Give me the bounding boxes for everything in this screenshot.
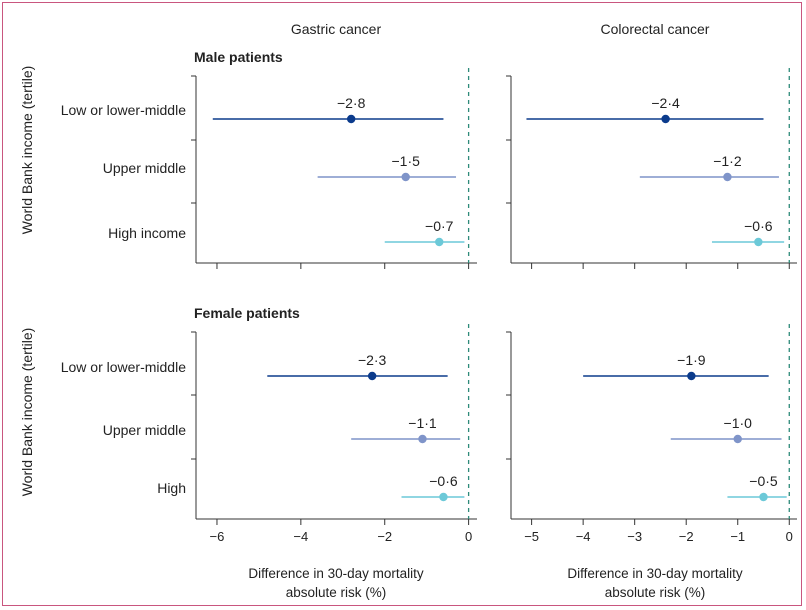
x-tick-label-female-gastric-1: −4 [293, 529, 308, 544]
x-tick-label-female-colorectal-1: −4 [576, 529, 591, 544]
chart-marks: Low or lower-middle Upper middle High inco… [61, 68, 797, 544]
value-label-male-gastric-1: −1·5 [391, 153, 420, 169]
x-axis-title-right-line2: absolute risk (%) [605, 585, 706, 600]
panel-title-female: Female patients [194, 305, 300, 321]
x-tick-label-female-colorectal-4: −1 [730, 529, 745, 544]
row-label-female-0: Low or lower-middle [61, 359, 186, 375]
x-axis-title-left-line2: absolute risk (%) [286, 585, 387, 600]
value-label-female-colorectal-2: −0·5 [749, 473, 778, 489]
x-axis-title-left-line1: Difference in 30-day mortality [248, 566, 424, 581]
estimate-point-female-gastric-2 [439, 492, 448, 502]
estimate-point-male-colorectal-0 [661, 114, 670, 124]
row-label-male-1: Upper middle [103, 160, 186, 176]
value-label-female-colorectal-1: −1·0 [724, 415, 753, 431]
x-tick-label-female-gastric-2: −2 [377, 529, 392, 544]
value-label-male-colorectal-1: −1·2 [713, 153, 742, 169]
column-title-colorectal: Colorectal cancer [601, 21, 710, 37]
value-label-male-colorectal-2: −0·6 [744, 218, 773, 234]
row-label-female-1: Upper middle [103, 422, 186, 438]
y-axis-title-top: World Bank income (tertile) [19, 66, 35, 235]
estimate-point-male-gastric-1 [401, 172, 410, 182]
x-tick-label-female-colorectal-3: −2 [679, 529, 694, 544]
value-label-male-colorectal-0: −2·4 [651, 95, 680, 111]
x-tick-label-female-gastric-0: −6 [210, 529, 225, 544]
row-label-male-2: High income [108, 225, 186, 241]
x-tick-label-female-colorectal-0: −5 [524, 529, 539, 544]
x-tick-label-female-gastric-3: 0 [465, 529, 472, 544]
estimate-point-male-colorectal-1 [723, 172, 732, 182]
estimate-point-female-colorectal-2 [759, 492, 768, 502]
estimate-point-female-gastric-1 [418, 434, 427, 444]
row-label-female-2: High [157, 480, 186, 496]
x-tick-label-female-colorectal-5: 0 [786, 529, 793, 544]
x-tick-label-female-colorectal-2: −3 [627, 529, 642, 544]
value-label-female-gastric-0: −2·3 [358, 352, 387, 368]
estimate-point-male-gastric-0 [346, 114, 356, 124]
y-axis-title-bottom: World Bank income (tertile) [19, 328, 35, 497]
row-label-male-0: Low or lower-middle [61, 102, 186, 118]
value-label-male-gastric-0: −2·8 [337, 95, 366, 111]
estimate-point-male-gastric-2 [435, 237, 444, 247]
x-axis-title-right-line1: Difference in 30-day mortality [567, 566, 743, 581]
estimate-point-female-colorectal-0 [687, 371, 696, 381]
estimate-point-male-colorectal-2 [754, 237, 763, 247]
estimate-point-female-colorectal-1 [733, 434, 742, 444]
column-title-gastric: Gastric cancer [291, 21, 382, 37]
estimate-point-female-gastric-0 [367, 371, 377, 381]
panel-title-male: Male patients [194, 49, 283, 65]
value-label-female-colorectal-0: −1·9 [677, 352, 706, 368]
value-label-male-gastric-2: −0·7 [425, 218, 454, 234]
value-label-female-gastric-1: −1·1 [408, 415, 437, 431]
value-label-female-gastric-2: −0·6 [429, 473, 458, 489]
